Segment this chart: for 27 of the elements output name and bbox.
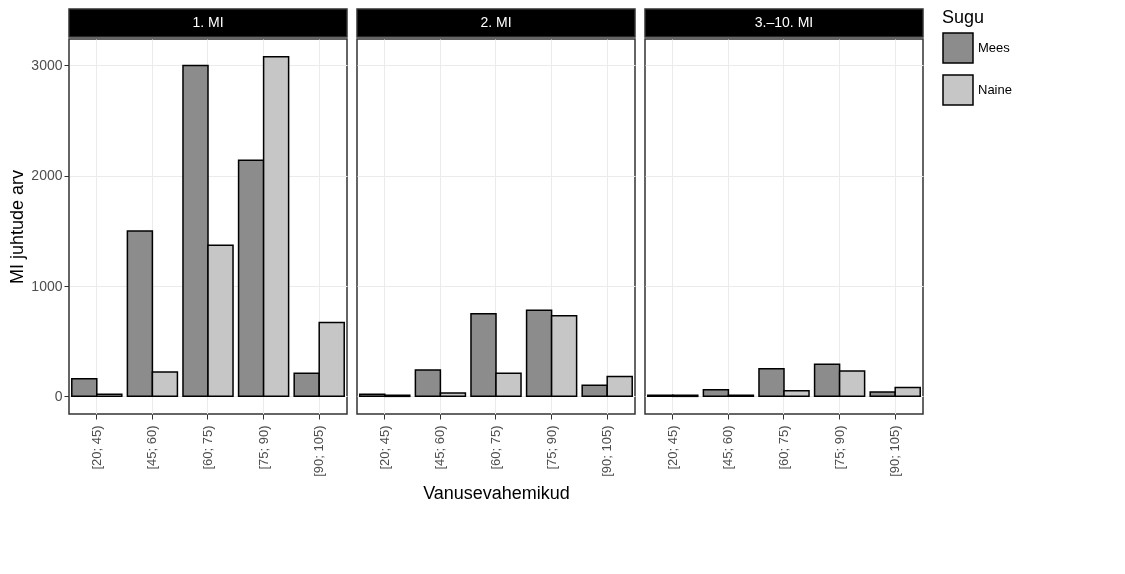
x-tick-label: [90; 105) bbox=[311, 425, 327, 477]
y-tick-label: 0 bbox=[54, 387, 63, 404]
y-tick-label: 2000 bbox=[31, 167, 63, 184]
legend-label: Naine bbox=[978, 82, 1012, 97]
chart-title: 1. MI bbox=[192, 14, 224, 30]
x-tick-label: [45; 60) bbox=[144, 425, 160, 470]
x-tick-label: [45; 60) bbox=[720, 425, 736, 470]
x-tick-label: [60; 75) bbox=[200, 425, 215, 470]
x-tick-label: [75; 90) bbox=[543, 425, 559, 470]
x-tick-label: [90; 105) bbox=[887, 425, 903, 477]
y-axis-title: MI juhtude arv bbox=[7, 169, 28, 285]
legend-label: Mees bbox=[978, 40, 1011, 55]
x-tick-label: [60; 75) bbox=[776, 425, 791, 470]
x-tick-label: [20; 45) bbox=[88, 425, 104, 470]
x-tick-label: [75; 90) bbox=[255, 425, 271, 470]
x-tick-label: [45; 60) bbox=[432, 425, 448, 470]
chart-title: 3.–10. MI bbox=[754, 14, 814, 30]
x-tick-label: [75; 90) bbox=[831, 425, 847, 470]
chart-title: 2. MI bbox=[480, 14, 512, 30]
x-tick-label: [20; 45) bbox=[376, 425, 392, 470]
y-tick-label: 3000 bbox=[31, 56, 63, 73]
legend-title: Sugu bbox=[942, 7, 985, 27]
x-tick-label: [20; 45) bbox=[664, 425, 680, 470]
y-tick-label: 1000 bbox=[31, 277, 63, 294]
x-axis-title: Vanusevahemikud bbox=[423, 482, 570, 503]
x-tick-label: [90; 105) bbox=[599, 425, 615, 477]
x-tick-label: [60; 75) bbox=[488, 425, 503, 470]
